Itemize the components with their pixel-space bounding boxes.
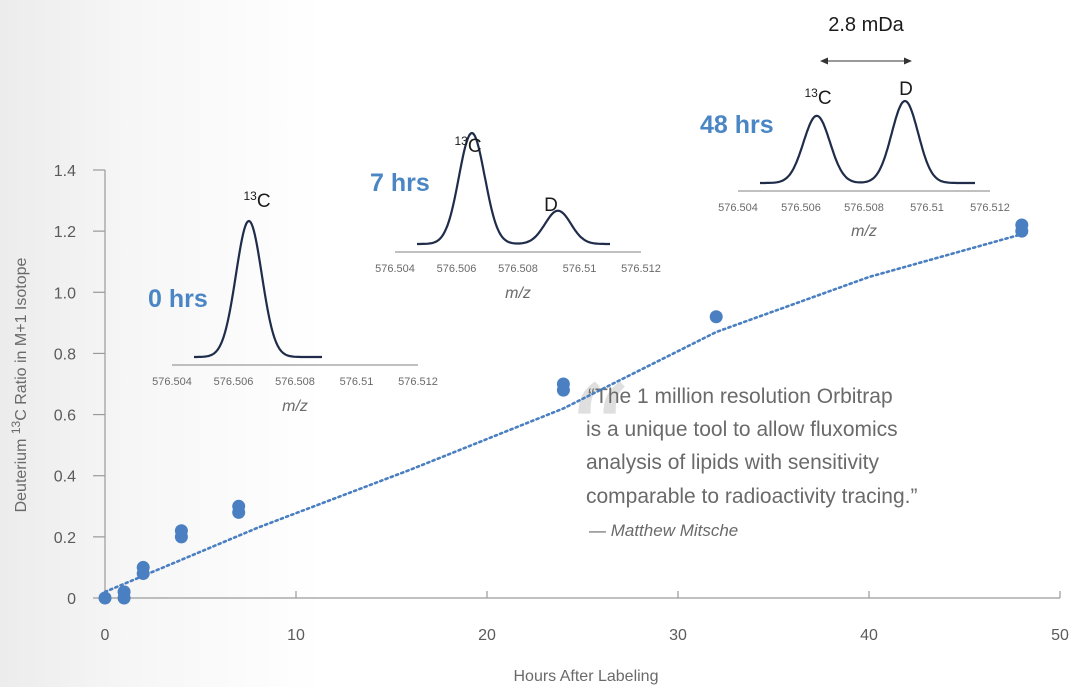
quote-block: “ “The 1 million resolution Orbitrap is … bbox=[565, 357, 917, 540]
inset-spectrum-48hrs: 576.504 576.506 576.508 576.51 576.512 m/z 13C… bbox=[700, 79, 1010, 240]
data-point bbox=[1015, 218, 1029, 232]
quote-line-1: “The 1 million resolution Orbitrap bbox=[588, 385, 893, 408]
quote-line-4: comparable to radioactivity tracing.” bbox=[586, 485, 917, 508]
inset-spectrum-7hrs: 576.504 576.506 576.508 576.51 576.512 m/z 13C… bbox=[370, 132, 661, 302]
inset-tick-label: 576.508 bbox=[275, 376, 315, 388]
main-axes: 0 10 20 30 40 50 0 0.2 0.4 0.6 0.8 1.0 1.2 1.4 Hours… bbox=[9, 163, 1069, 685]
inset-time-label: 0 hrs bbox=[148, 285, 208, 313]
inset-mz-label: m/z bbox=[282, 398, 308, 415]
data-point bbox=[136, 560, 150, 574]
peak-label: D bbox=[544, 195, 558, 216]
x-tick-label: 0 bbox=[101, 627, 110, 644]
x-tick-label: 30 bbox=[669, 627, 687, 644]
inset-spectrum-curve bbox=[760, 99, 975, 185]
y-tick-label: 0.4 bbox=[54, 469, 76, 486]
data-point bbox=[556, 377, 570, 391]
x-tick-label: 10 bbox=[287, 627, 305, 644]
inset-tick-label: 576.512 bbox=[621, 263, 661, 275]
inset-tick-label: 576.506 bbox=[781, 202, 821, 214]
peak-label: 13C bbox=[804, 86, 831, 109]
inset-tick-label: 576.506 bbox=[437, 263, 477, 275]
data-point bbox=[98, 591, 112, 605]
inset-time-label: 7 hrs bbox=[370, 169, 430, 197]
peak-label: D bbox=[899, 79, 913, 100]
y-tick-label: 1.2 bbox=[54, 224, 76, 241]
inset-tick-label: 576.51 bbox=[340, 376, 374, 388]
mass-difference-annotation: 2.8 mDa bbox=[820, 14, 912, 65]
inset-tick-label: 576.504 bbox=[718, 202, 758, 214]
y-tick-label: 0.8 bbox=[54, 346, 76, 363]
y-axis-title: Deuterium 13C Ratio in M+1 Isotope bbox=[9, 258, 30, 513]
y-tick-label: 0.2 bbox=[54, 530, 76, 547]
mass-difference-arrowhead-left bbox=[820, 57, 828, 65]
inset-spectrum-0hrs: 576.504 576.506 576.508 576.51 576.512 m/z 13C… bbox=[148, 189, 438, 415]
mass-difference-label: 2.8 mDa bbox=[828, 14, 904, 36]
peak-label: 13C bbox=[243, 189, 270, 212]
data-point bbox=[232, 499, 246, 513]
inset-tick-label: 576.508 bbox=[498, 263, 538, 275]
inset-tick-label: 576.512 bbox=[398, 376, 438, 388]
y-tick-label: 0.6 bbox=[54, 408, 76, 425]
inset-tick-label: 576.504 bbox=[375, 263, 415, 275]
x-axis-ticks: 0 10 20 30 40 50 bbox=[101, 591, 1069, 644]
trend-line bbox=[103, 232, 1024, 594]
quote-line-2: is a unique tool to allow fluxomics bbox=[586, 418, 898, 441]
inset-mz-label: m/z bbox=[505, 285, 531, 302]
inset-tick-label: 576.51 bbox=[563, 263, 597, 275]
inset-tick-label: 576.506 bbox=[214, 376, 254, 388]
data-point bbox=[117, 585, 131, 599]
quote-line-3: analysis of lipids with sensitivity bbox=[586, 451, 879, 474]
inset-tick-label: 576.51 bbox=[910, 202, 944, 214]
inset-spectrum-curve bbox=[417, 132, 610, 246]
x-tick-label: 20 bbox=[478, 627, 496, 644]
x-axis-title: Hours After Labeling bbox=[514, 668, 659, 685]
inset-spectrum-curve bbox=[193, 219, 323, 359]
quote-mark-glyph: “ bbox=[565, 357, 631, 509]
inset-time-label: 48 hrs bbox=[700, 111, 774, 139]
y-tick-label: 1.4 bbox=[54, 163, 76, 180]
mass-difference-arrowhead-right bbox=[904, 57, 912, 65]
peak-label: 13C bbox=[454, 134, 481, 157]
data-point bbox=[709, 310, 723, 324]
inset-tick-label: 576.512 bbox=[970, 202, 1010, 214]
inset-tick-label: 576.504 bbox=[152, 376, 192, 388]
y-tick-label: 0 bbox=[67, 591, 76, 608]
y-tick-label: 1.0 bbox=[54, 285, 76, 302]
x-tick-label: 50 bbox=[1051, 627, 1069, 644]
inset-mz-label: m/z bbox=[851, 223, 877, 240]
x-tick-label: 40 bbox=[860, 627, 878, 644]
inset-tick-label: 576.508 bbox=[844, 202, 884, 214]
data-point bbox=[174, 524, 188, 538]
data-points bbox=[98, 218, 1029, 605]
y-axis-ticks: 0 0.2 0.4 0.6 0.8 1.0 1.2 1.4 bbox=[54, 163, 105, 608]
quote-author: — Matthew Mitsche bbox=[588, 521, 738, 540]
